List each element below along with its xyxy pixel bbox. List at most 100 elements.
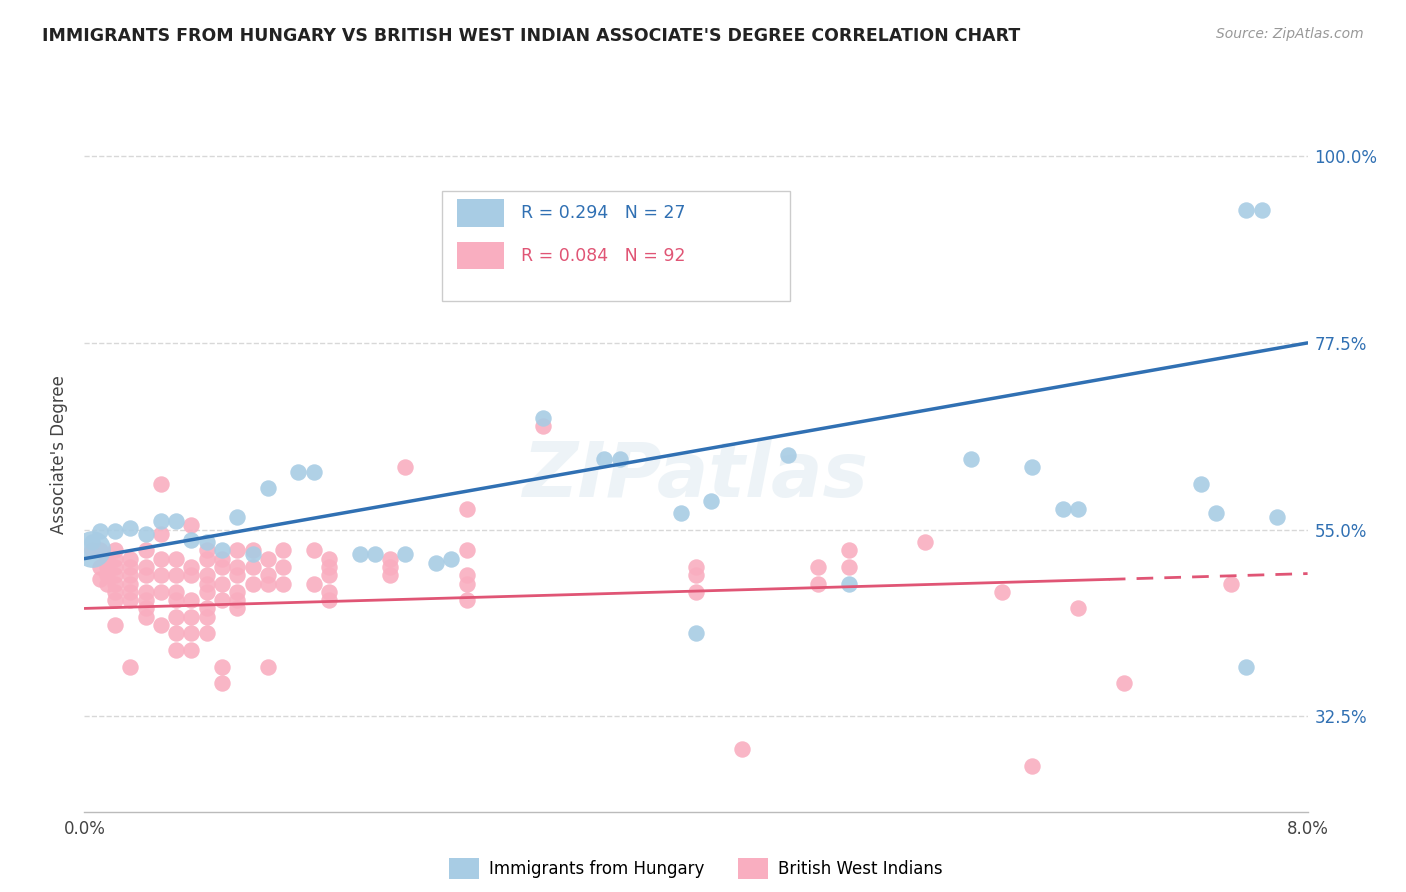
Point — [669, 506, 692, 520]
Point — [318, 551, 340, 566]
Point — [135, 609, 157, 624]
Point — [195, 584, 218, 599]
Point — [104, 560, 127, 574]
Point — [302, 543, 325, 558]
Point — [135, 601, 157, 615]
Point — [349, 548, 371, 562]
Point — [226, 593, 249, 607]
Point — [135, 568, 157, 582]
Point — [1067, 601, 1090, 615]
Point — [135, 560, 157, 574]
Point — [165, 643, 187, 657]
Point — [807, 576, 830, 591]
Point — [80, 543, 103, 558]
Point — [531, 410, 554, 425]
Point — [195, 551, 218, 566]
Bar — [457, 200, 503, 227]
Point — [120, 576, 142, 591]
Point — [287, 465, 309, 479]
Point — [593, 452, 616, 467]
Text: Source: ZipAtlas.com: Source: ZipAtlas.com — [1216, 27, 1364, 41]
Point — [89, 524, 111, 539]
Point — [1052, 501, 1074, 516]
Point — [135, 593, 157, 607]
Point — [96, 568, 118, 582]
Point — [318, 593, 340, 607]
Point — [226, 584, 249, 599]
Point — [456, 593, 478, 607]
Point — [180, 609, 202, 624]
Point — [80, 541, 103, 556]
Y-axis label: Associate's Degree: Associate's Degree — [51, 376, 69, 534]
Point — [226, 543, 249, 558]
Point — [195, 568, 218, 582]
Point — [440, 551, 463, 566]
Point — [165, 584, 187, 599]
Point — [211, 593, 233, 607]
Point — [271, 560, 294, 574]
Point — [120, 584, 142, 599]
Point — [257, 481, 280, 495]
Point — [731, 742, 754, 756]
Point — [226, 601, 249, 615]
Point — [135, 526, 157, 541]
FancyBboxPatch shape — [441, 191, 790, 301]
Point — [776, 448, 799, 462]
Point — [104, 524, 127, 539]
Text: ZIPatlas: ZIPatlas — [523, 440, 869, 513]
Point — [149, 526, 172, 541]
Point — [195, 609, 218, 624]
Point — [531, 418, 554, 433]
Point — [1067, 501, 1090, 516]
Point — [120, 568, 142, 582]
Point — [380, 568, 402, 582]
Point — [149, 584, 172, 599]
Point — [165, 514, 187, 528]
Point — [271, 543, 294, 558]
Bar — [457, 243, 503, 269]
Point — [257, 551, 280, 566]
Point — [120, 560, 142, 574]
Point — [80, 535, 103, 549]
Point — [242, 543, 264, 558]
Point — [165, 609, 187, 624]
Point — [195, 535, 218, 549]
Point — [257, 659, 280, 673]
Point — [838, 543, 860, 558]
Point — [135, 584, 157, 599]
Point — [1021, 759, 1043, 773]
Point — [96, 560, 118, 574]
Point — [456, 576, 478, 591]
Point — [226, 510, 249, 524]
Point — [149, 551, 172, 566]
Point — [180, 593, 202, 607]
Point — [120, 593, 142, 607]
Point — [165, 626, 187, 640]
Point — [180, 643, 202, 657]
Point — [242, 576, 264, 591]
Point — [257, 568, 280, 582]
Point — [242, 560, 264, 574]
Point — [104, 584, 127, 599]
Point — [180, 568, 202, 582]
Point — [195, 626, 218, 640]
Point — [89, 560, 111, 574]
Text: IMMIGRANTS FROM HUNGARY VS BRITISH WEST INDIAN ASSOCIATE'S DEGREE CORRELATION CH: IMMIGRANTS FROM HUNGARY VS BRITISH WEST … — [42, 27, 1021, 45]
Point — [302, 465, 325, 479]
Point — [302, 576, 325, 591]
Point — [211, 659, 233, 673]
Point — [135, 543, 157, 558]
Point — [380, 551, 402, 566]
Point — [211, 576, 233, 591]
Point — [104, 576, 127, 591]
Legend: Immigrants from Hungary, British West Indians: Immigrants from Hungary, British West In… — [443, 852, 949, 886]
Point — [1250, 203, 1272, 218]
Point — [318, 584, 340, 599]
Point — [104, 593, 127, 607]
Point — [226, 560, 249, 574]
Point — [807, 560, 830, 574]
Point — [211, 543, 233, 558]
Point — [318, 560, 340, 574]
Point — [380, 560, 402, 574]
Point — [96, 551, 118, 566]
